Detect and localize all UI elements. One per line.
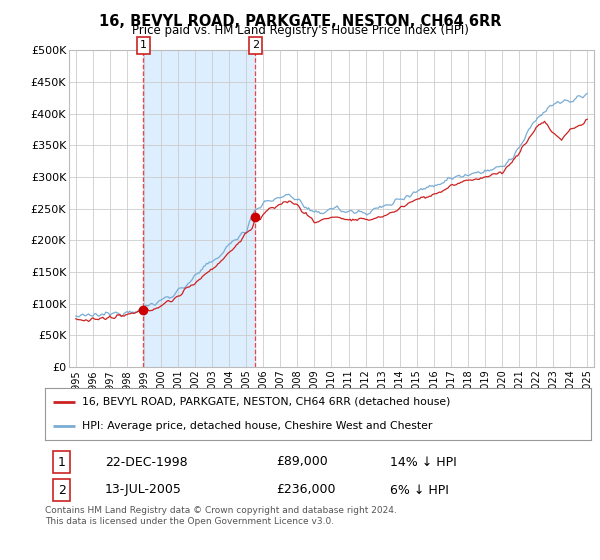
- Text: 1: 1: [140, 40, 147, 50]
- Text: 16, BEVYL ROAD, PARKGATE, NESTON, CH64 6RR (detached house): 16, BEVYL ROAD, PARKGATE, NESTON, CH64 6…: [82, 397, 451, 407]
- Text: £89,000: £89,000: [276, 455, 328, 469]
- Text: £236,000: £236,000: [276, 483, 335, 497]
- Text: 16, BEVYL ROAD, PARKGATE, NESTON, CH64 6RR: 16, BEVYL ROAD, PARKGATE, NESTON, CH64 6…: [99, 14, 501, 29]
- Text: 6% ↓ HPI: 6% ↓ HPI: [390, 483, 449, 497]
- Text: 22-DEC-1998: 22-DEC-1998: [105, 455, 188, 469]
- Text: 14% ↓ HPI: 14% ↓ HPI: [390, 455, 457, 469]
- Text: HPI: Average price, detached house, Cheshire West and Chester: HPI: Average price, detached house, Ches…: [82, 421, 433, 431]
- Text: 13-JUL-2005: 13-JUL-2005: [105, 483, 182, 497]
- Text: 2: 2: [252, 40, 259, 50]
- Text: 2: 2: [58, 483, 66, 497]
- Bar: [143, 50, 256, 367]
- Text: 1: 1: [58, 455, 66, 469]
- Text: Price paid vs. HM Land Registry's House Price Index (HPI): Price paid vs. HM Land Registry's House …: [131, 24, 469, 36]
- Text: Contains HM Land Registry data © Crown copyright and database right 2024.
This d: Contains HM Land Registry data © Crown c…: [45, 506, 397, 526]
